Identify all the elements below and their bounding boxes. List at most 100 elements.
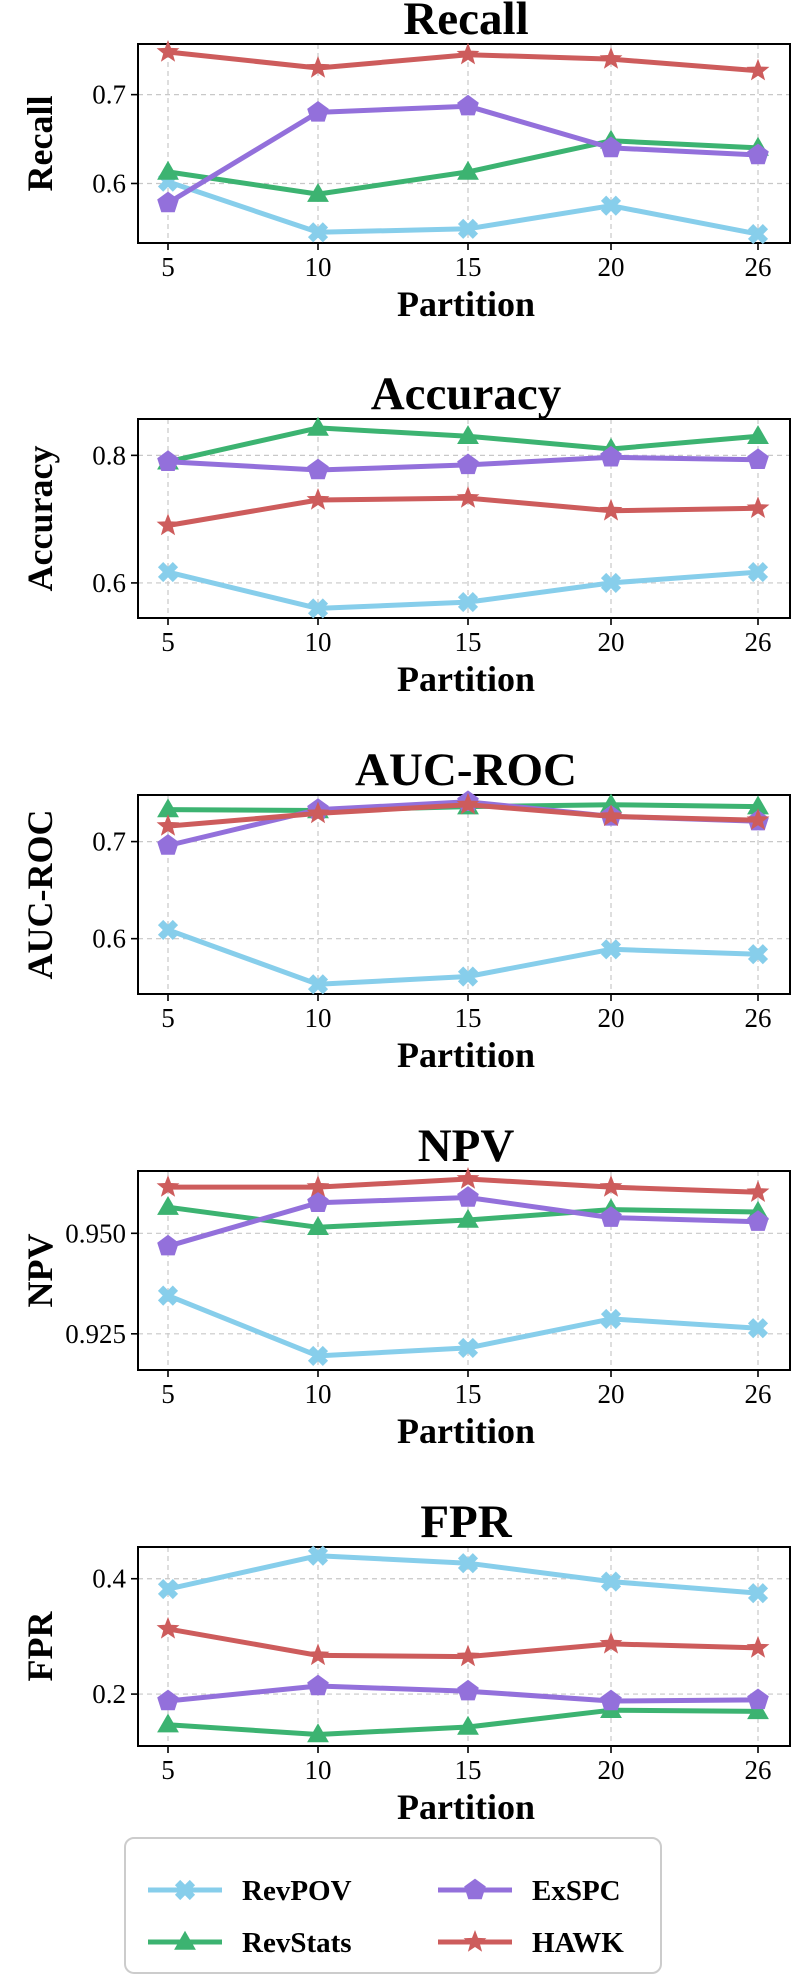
marker-revstats [457, 1715, 479, 1735]
marker-revpov [457, 1337, 479, 1358]
y-tick-label: 0.6 [92, 168, 126, 198]
x-tick-label: 5 [161, 627, 175, 657]
chart-title: FPR [420, 1496, 512, 1548]
marker-exspc [457, 1186, 479, 1207]
chart-title: NPV [418, 1120, 515, 1172]
x-tick-label: 15 [455, 1379, 482, 1409]
marker-revpov-stroke-b [747, 944, 769, 965]
marker-exspc [457, 453, 479, 475]
x-tick-label: 10 [305, 1755, 332, 1785]
x-tick-label: 10 [305, 627, 332, 657]
marker-revstats [157, 1713, 179, 1733]
marker-revstats [157, 798, 179, 818]
marker-hawk [599, 1175, 623, 1197]
series-revpov [157, 1545, 769, 1604]
plot-frame [137, 1546, 791, 1747]
marker-exspc [600, 445, 622, 467]
marker-revpov-stroke-b [457, 591, 479, 613]
marker-revpov [457, 591, 479, 613]
marker-revpov-stroke-b [457, 1553, 479, 1574]
legend: RevPOV ExSPC RevStats HAWK [124, 1837, 662, 1974]
marker-revpov-stroke-b [457, 1337, 479, 1358]
marker-exspc [600, 1689, 622, 1711]
legend-item-hawk: HAWK [438, 1927, 624, 1959]
marker-revpov-stroke-b [157, 919, 179, 941]
x-axis-label: Partition [397, 659, 535, 699]
legend-label: HAWK [532, 1927, 624, 1959]
x-tick-label: 26 [745, 627, 772, 657]
series-exspc [157, 790, 769, 855]
marker-exspc [157, 1689, 179, 1711]
marker-revstats [307, 416, 329, 436]
marker-hawk [456, 486, 480, 508]
legend-marker [174, 1879, 196, 1901]
x-tick-label: 15 [455, 1755, 482, 1785]
marker-revstats [157, 160, 179, 180]
marker-exspc [457, 1679, 479, 1701]
marker-revpov-stroke-b [600, 195, 622, 216]
legend-label: ExSPC [532, 1875, 621, 1907]
marker-hawk [156, 40, 180, 62]
x-tick-label: 15 [455, 252, 482, 282]
marker-revpov [747, 562, 769, 583]
marker-revpov [307, 1345, 329, 1366]
x-tick-label: 20 [598, 1755, 625, 1785]
marker-revstats [307, 1723, 329, 1743]
x-axis-label: Partition [397, 1411, 535, 1451]
y-tick-label: 0.7 [92, 827, 126, 857]
marker-hawk [599, 47, 623, 69]
marker-hawk [456, 42, 480, 65]
x-tick-label: 26 [745, 1755, 772, 1785]
chart-title: Accuracy [371, 368, 562, 420]
x-tick-label: 26 [745, 252, 772, 282]
marker-revpov-stroke-b [307, 598, 329, 619]
marker-hawk [746, 808, 770, 830]
plot-frame [137, 794, 791, 995]
marker-exspc [157, 450, 179, 471]
marker-exspc [600, 1206, 622, 1227]
marker-exspc [747, 1210, 769, 1231]
marker-revpov [157, 919, 179, 941]
y-tick-label: 0.925 [65, 1319, 126, 1349]
y-axis-label: Recall [20, 96, 60, 192]
series-exspc [157, 445, 769, 480]
marker-hawk [156, 513, 180, 536]
legend-item-exspc: ExSPC [438, 1875, 621, 1907]
marker-hawk [746, 58, 770, 81]
marker-hawk [456, 1167, 480, 1189]
marker-revpov-stroke-b [747, 562, 769, 583]
chart-panel-2: 5 10 15 20 26 0.6 0.7 AUC-ROC Partition AUC-ROC [20, 744, 791, 1075]
marker-revstats [600, 793, 622, 813]
marker-hawk [306, 801, 330, 824]
legend-box [124, 1837, 662, 1974]
series-line-exspc [166, 103, 759, 206]
marker-revpov-stroke-b [457, 218, 479, 239]
marker-exspc [747, 143, 769, 165]
series-hawk [156, 40, 770, 81]
marker-revstats [747, 795, 769, 815]
marker-revpov-stroke-b [747, 224, 769, 245]
x-tick-label: 15 [455, 627, 482, 657]
y-tick-label: 0.2 [92, 1679, 126, 1709]
x-tick-label: 10 [305, 252, 332, 282]
y-tick-label: 0.4 [92, 1564, 126, 1594]
x-tick-label: 26 [745, 1379, 772, 1409]
marker-exspc [307, 1674, 329, 1696]
marker-hawk [306, 488, 330, 510]
marker-revpov [307, 598, 329, 619]
marker-revstats [457, 1208, 479, 1228]
x-tick-label: 5 [161, 1003, 175, 1033]
x-axis-label: Partition [397, 1035, 535, 1075]
marker-revpov [600, 195, 622, 216]
series-hawk [156, 1616, 770, 1667]
x-tick-label: 15 [455, 1003, 482, 1033]
marker-hawk [156, 814, 180, 836]
legend-marker [174, 1930, 196, 1950]
marker-exspc [157, 191, 179, 213]
marker-hawk [599, 1631, 623, 1654]
marker-exspc [307, 101, 329, 122]
marker-revpov [457, 1553, 479, 1574]
marker-revpov [457, 218, 479, 239]
marker-revpov [457, 966, 479, 987]
